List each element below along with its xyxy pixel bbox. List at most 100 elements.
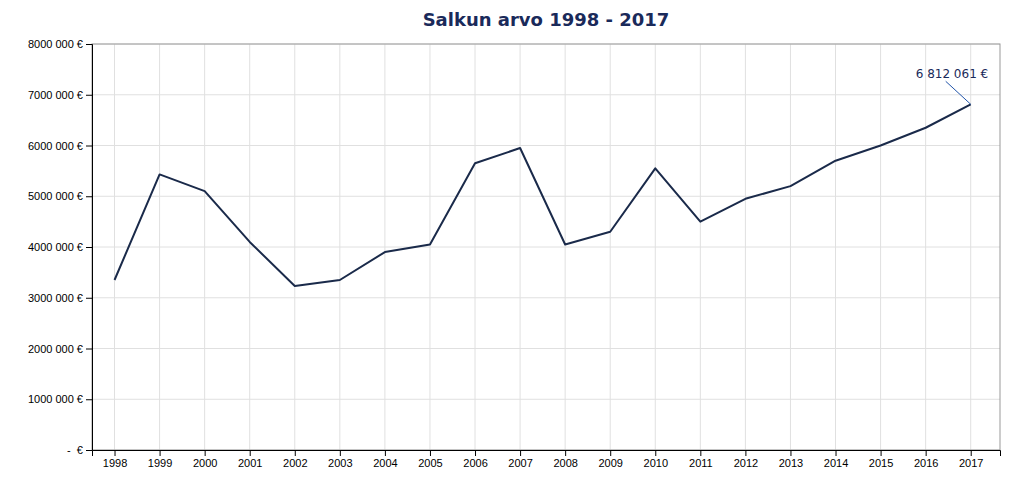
x-tick-label: 2010 xyxy=(644,457,668,469)
line xyxy=(115,104,971,286)
grid xyxy=(92,44,1000,450)
x-tick-mark xyxy=(790,450,791,456)
plot: 1998 1999 2000 2001 2002 2003 2004 2005 2006 2007… xyxy=(28,38,1001,469)
y-tick: 2000 000 € xyxy=(28,343,92,355)
x-tick-mark xyxy=(836,450,837,456)
y-tick-mark xyxy=(86,196,92,197)
y-tick-label: 6000 000 € xyxy=(28,140,83,152)
x-tick: 2009 xyxy=(598,450,622,469)
x-tick-label: 1998 xyxy=(103,457,127,469)
x-tick-label: 2003 xyxy=(328,457,352,469)
x-tick-mark xyxy=(745,450,746,456)
y-tick-mark xyxy=(86,298,92,299)
y-tick-label: 1000 000 € xyxy=(28,393,83,405)
y-tick: 3000 000 € xyxy=(28,292,92,304)
x-tick-mark xyxy=(160,450,161,456)
x-tick-label: 2014 xyxy=(824,457,848,469)
x-tick-mark xyxy=(610,450,611,456)
x-tick: 2013 xyxy=(779,450,803,469)
x-axis: 1998 1999 2000 2001 2002 2003 2004 2005 2006 2007… xyxy=(93,450,1001,469)
x-tick: 2008 xyxy=(553,450,577,469)
x-tick: 1998 xyxy=(103,450,127,469)
x-tick-label: 2015 xyxy=(869,457,893,469)
grid-line xyxy=(92,348,1000,349)
y-tick: - € xyxy=(67,444,92,456)
x-tick: 1999 xyxy=(148,450,172,469)
x-tick-label: 2013 xyxy=(779,457,803,469)
x-tick: 2015 xyxy=(869,450,893,469)
x-tick-mark xyxy=(340,450,341,456)
x-tick: 2001 xyxy=(238,450,262,469)
x-tick: 2016 xyxy=(914,450,938,469)
x-tick: 2014 xyxy=(824,450,848,469)
x-tick-label: 2008 xyxy=(553,457,577,469)
x-tick-mark xyxy=(295,450,296,456)
x-tick: 2006 xyxy=(463,450,487,469)
x-tick: 2000 xyxy=(193,450,217,469)
x-tick-label: 2004 xyxy=(373,457,397,469)
x-tick: 2011 xyxy=(689,450,713,469)
x-tick-mark xyxy=(926,450,927,456)
grid-line xyxy=(92,196,1000,197)
x-tick: 2003 xyxy=(328,450,352,469)
x-tick: 2012 xyxy=(734,450,758,469)
y-tick-label: 2000 000 € xyxy=(28,343,83,355)
y-tick-label: 7000 000 € xyxy=(28,89,83,101)
y-tick-mark xyxy=(86,450,92,451)
y-tick: 8000 000 € xyxy=(28,38,92,50)
y-tick: 5000 000 € xyxy=(28,190,92,202)
y-tick: 1000 000 € xyxy=(28,393,92,405)
x-tick-mark xyxy=(700,450,701,456)
y-tick: 6000 000 € xyxy=(28,140,92,152)
x-tick: 2005 xyxy=(418,450,442,469)
x-tick-label: 2017 xyxy=(959,457,983,469)
y-tick-label: 8000 000 € xyxy=(28,38,83,50)
title: Salkun arvo 1998 - 2017 xyxy=(423,9,670,30)
x-axis-line xyxy=(93,451,1001,457)
x-tick-label: 2001 xyxy=(238,457,262,469)
x-tick-mark xyxy=(971,450,972,456)
annotation-connector xyxy=(946,81,971,104)
x-tick-label: 2000 xyxy=(193,457,217,469)
y-tick-label: 5000 000 € xyxy=(28,190,83,202)
x-tick: 2004 xyxy=(373,450,397,469)
plot-frame xyxy=(92,44,1000,450)
x-tick-mark xyxy=(385,450,386,456)
x-tick-label: 2006 xyxy=(463,457,487,469)
annotation: 6 812 061 € xyxy=(916,67,989,81)
x-tick-mark xyxy=(655,450,656,456)
grid-line xyxy=(92,145,1000,146)
grid-line xyxy=(92,247,1000,248)
y-tick-mark xyxy=(86,349,92,350)
x-tick-mark xyxy=(520,450,521,456)
y-axis: - € 1000 000 € 2000 000 € 3000 000 € 4000 00… xyxy=(28,38,93,456)
y-tick-mark xyxy=(86,399,92,400)
x-tick-label: 2012 xyxy=(734,457,758,469)
y-tick-label: 3000 000 € xyxy=(28,292,83,304)
x-tick: 2010 xyxy=(644,450,668,469)
x-tick-mark xyxy=(205,450,206,456)
y-axis-line xyxy=(86,45,93,451)
x-tick: 2017 xyxy=(959,450,983,469)
y-tick: 7000 000 € xyxy=(28,89,92,101)
grid-line xyxy=(92,94,1000,95)
chart: 1998 1999 2000 2001 2002 2003 2004 2005 2006 2007… xyxy=(0,0,1024,484)
x-tick-label: 2011 xyxy=(689,457,713,469)
x-tick-label: 1999 xyxy=(148,457,172,469)
x-tick-label: 2016 xyxy=(914,457,938,469)
x-tick-mark xyxy=(430,450,431,456)
x-tick-mark xyxy=(115,450,116,456)
y-tick-mark xyxy=(86,95,92,96)
x-tick: 2007 xyxy=(508,450,532,469)
x-tick-label: 2009 xyxy=(598,457,622,469)
x-tick-label: 2002 xyxy=(283,457,307,469)
y-tick-label: - € xyxy=(67,444,83,456)
x-tick-mark xyxy=(250,450,251,456)
y-tick-mark xyxy=(86,247,92,248)
y-tick: 4000 000 € xyxy=(28,241,92,253)
marks xyxy=(115,104,971,286)
y-tick-label: 4000 000 € xyxy=(28,241,83,253)
y-tick-mark xyxy=(86,146,92,147)
y-tick-mark xyxy=(86,44,92,45)
x-tick-label: 2005 xyxy=(418,457,442,469)
